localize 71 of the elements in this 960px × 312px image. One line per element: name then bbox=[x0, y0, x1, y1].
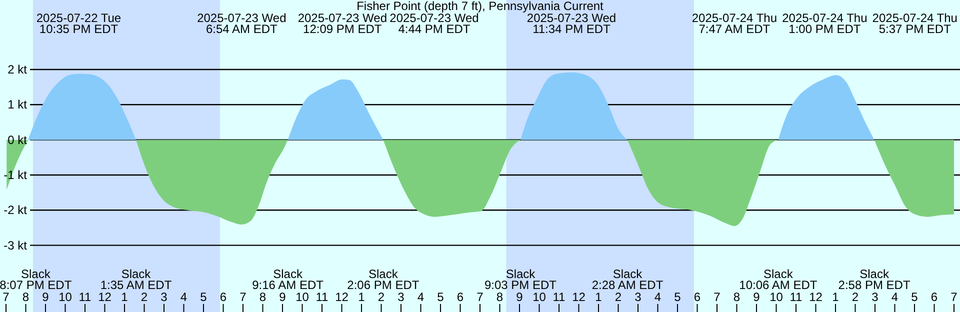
text: 2025-07-23 Wed 12:09 PM EDT bbox=[298, 11, 387, 36]
x-tick-label: 4 bbox=[180, 290, 188, 304]
x-tick-label: 3 bbox=[634, 290, 642, 304]
y-tick-label: 2 kt bbox=[8, 62, 28, 76]
text: 2025-07-23 Wed 6:54 AM EDT bbox=[197, 11, 286, 36]
x-tick-label: 5 bbox=[911, 290, 918, 304]
x-tick-label: 8 bbox=[733, 290, 740, 304]
text: 2025-07-24 Thu 1:00 PM EDT bbox=[782, 11, 868, 36]
y-tick-label: 1 kt bbox=[8, 98, 28, 112]
x-tick-label: 3 bbox=[872, 290, 879, 304]
x-tick-label: 2 bbox=[852, 290, 859, 304]
x-tick-label: 4 bbox=[654, 290, 662, 304]
x-tick-label: 12 bbox=[335, 290, 349, 304]
x-tick-label: 5 bbox=[674, 290, 682, 304]
x-tick-label: 5 bbox=[437, 290, 444, 304]
x-tick-label: 2 bbox=[378, 290, 385, 304]
x-tick-label: 12 bbox=[98, 290, 112, 304]
x-tick-label: 9 bbox=[516, 290, 524, 304]
x-tick-label: 6 bbox=[930, 290, 938, 304]
x-tick-label: 11 bbox=[790, 290, 803, 304]
x-tick-label: 10 bbox=[296, 290, 310, 304]
y-tick-label: -1 kt bbox=[4, 168, 28, 182]
x-tick-label: 6 bbox=[220, 290, 227, 304]
x-tick-label: 10 bbox=[532, 290, 546, 304]
text: Slack 9:16 AM EDT bbox=[252, 267, 324, 292]
x-tick-label: 11 bbox=[552, 290, 566, 304]
x-tick-label: 4 bbox=[891, 290, 898, 304]
x-tick-label: 1 bbox=[595, 290, 602, 304]
x-tick-label: 9 bbox=[279, 290, 286, 304]
x-tick-label: 1 bbox=[832, 290, 840, 304]
x-tick-label: 8 bbox=[496, 290, 504, 304]
text: Slack 2:06 PM EDT bbox=[347, 267, 420, 292]
x-tick-label: 7 bbox=[476, 290, 484, 304]
x-tick-label: 12 bbox=[572, 290, 586, 304]
x-tick-label: 8 bbox=[259, 290, 266, 304]
x-tick-label: 5 bbox=[200, 290, 208, 304]
x-tick-label: 1 bbox=[358, 290, 366, 304]
text: Slack 2:28 AM EDT bbox=[592, 267, 664, 292]
text: Slack 8:07 PM EDT bbox=[0, 267, 72, 292]
x-tick-label: 3 bbox=[398, 290, 405, 304]
text: 2025-07-23 Wed 4:44 PM EDT bbox=[390, 11, 479, 36]
x-tick-label: 2 bbox=[140, 290, 148, 304]
text: Slack 2:58 PM EDT bbox=[838, 267, 911, 292]
x-tick-label: 7 bbox=[2, 290, 10, 304]
text: 2025-07-23 Wed 11:34 PM EDT bbox=[526, 11, 616, 36]
text: 2025-07-22 Tue 10:35 PM EDT bbox=[36, 11, 122, 36]
x-tick-label: 6 bbox=[456, 290, 464, 304]
x-tick-label: 8 bbox=[22, 290, 30, 304]
y-tick-label: -3 kt bbox=[4, 238, 28, 252]
x-tick-label: 9 bbox=[753, 290, 760, 304]
x-tick-label: 11 bbox=[316, 290, 329, 304]
x-tick-label: 7 bbox=[240, 290, 247, 304]
x-tick-label: 2 bbox=[614, 290, 622, 304]
x-tick-label: 4 bbox=[417, 290, 424, 304]
text: 2025-07-24 Thu 7:47 AM EDT bbox=[692, 11, 778, 36]
text: Slack 10:06 AM EDT bbox=[739, 267, 818, 292]
x-tick-label: 9 bbox=[42, 290, 50, 304]
text: Slack 9:03 PM EDT bbox=[484, 267, 558, 292]
x-tick-label: 6 bbox=[694, 290, 701, 304]
x-tick-label: 12 bbox=[809, 290, 823, 304]
x-tick-label: 10 bbox=[770, 290, 784, 304]
x-tick-label: 7 bbox=[950, 290, 958, 304]
y-tick-label: -2 kt bbox=[4, 203, 28, 218]
x-tick-label: 1 bbox=[121, 290, 128, 304]
chart-title: Fisher Point (depth 7 ft), Pennsylvania Current bbox=[356, 0, 604, 13]
x-tick-label: 7 bbox=[714, 290, 721, 304]
text: Slack 1:35 AM EDT bbox=[100, 267, 172, 292]
x-tick-label: 11 bbox=[78, 290, 92, 304]
text: 2025-07-24 Thu 5:37 PM EDT bbox=[872, 11, 958, 36]
x-tick-label: 10 bbox=[58, 290, 72, 304]
x-tick-label: 3 bbox=[160, 290, 168, 304]
